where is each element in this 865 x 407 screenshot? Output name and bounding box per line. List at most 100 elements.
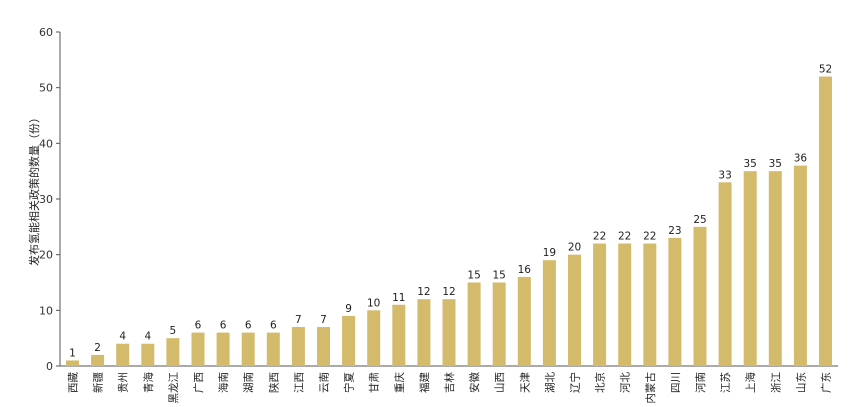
category-label: 湖北 <box>544 372 556 393</box>
bar-value-label: 35 <box>769 158 782 170</box>
bar-value-label: 25 <box>693 214 706 226</box>
y-axis: 0 10 20 30 40 50 60 <box>39 26 838 373</box>
bar <box>116 343 130 366</box>
category-label: 云南 <box>318 372 331 393</box>
category-label: 陕西 <box>267 372 280 393</box>
bar-value-label: 15 <box>467 270 480 282</box>
bar-value-label: 5 <box>170 325 177 337</box>
bar <box>618 243 632 366</box>
bar-value-label: 12 <box>442 286 455 298</box>
bars <box>66 76 832 367</box>
category-label: 河北 <box>620 372 632 393</box>
category-label: 重庆 <box>393 372 406 393</box>
bar <box>417 299 431 366</box>
category-label: 广西 <box>193 372 205 393</box>
bar <box>492 282 506 366</box>
bar-value-label: 2 <box>94 342 101 354</box>
category-label: 上海 <box>744 372 757 393</box>
bar <box>216 332 230 366</box>
bar <box>718 182 732 366</box>
category-label: 吉林 <box>443 372 456 393</box>
bar <box>542 260 556 366</box>
category-label: 青海 <box>142 372 155 393</box>
category-label: 北京 <box>594 372 607 393</box>
bar <box>593 243 607 366</box>
bar <box>342 315 356 366</box>
bar-value-label: 36 <box>794 153 808 165</box>
bar-value-label: 1 <box>69 347 76 359</box>
category-label: 江西 <box>293 372 305 393</box>
y-tick-label: 50 <box>39 82 53 95</box>
category-label: 宁夏 <box>343 372 356 393</box>
category-label: 天津 <box>519 372 531 393</box>
bar <box>693 226 707 366</box>
bar <box>743 171 757 366</box>
bar-value-label: 6 <box>245 320 252 332</box>
bar <box>568 254 581 366</box>
bar-value-label: 12 <box>417 286 430 298</box>
bar-value-label: 19 <box>543 247 556 259</box>
bar-value-label: 15 <box>493 270 506 282</box>
category-label: 山西 <box>494 372 506 393</box>
bar <box>768 171 782 366</box>
bar-value-label: 33 <box>718 169 731 181</box>
bar-value-label: 22 <box>643 231 656 243</box>
y-axis-label: 发布氢能相关政策的数量（份） <box>27 112 41 266</box>
bar <box>392 304 406 366</box>
bar <box>266 332 280 366</box>
bar <box>141 343 155 366</box>
bar-value-label: 9 <box>345 303 352 315</box>
bar-value-label: 10 <box>367 297 380 309</box>
category-label: 广东 <box>820 372 833 393</box>
bar-value-label: 11 <box>392 292 405 304</box>
bar-value-label: 7 <box>320 314 327 326</box>
category-label: 贵州 <box>117 372 130 393</box>
y-tick-label: 30 <box>39 193 53 206</box>
bar <box>819 76 832 367</box>
category-label: 河南 <box>694 372 707 393</box>
bar-value-label: 23 <box>668 225 681 237</box>
y-tick-label: 0 <box>46 360 53 373</box>
bar-value-label: 20 <box>568 242 581 254</box>
bar <box>66 360 79 366</box>
bar-value-label: 6 <box>220 320 227 332</box>
category-label: 浙江 <box>770 372 782 393</box>
bar-value-label: 22 <box>618 231 631 243</box>
bar <box>442 299 456 366</box>
bar-value-label: 7 <box>295 314 302 326</box>
category-label: 山东 <box>794 372 807 393</box>
bar <box>793 165 807 366</box>
bar <box>467 282 481 366</box>
bar-value-label: 4 <box>144 331 151 343</box>
bar-value-label: 22 <box>593 231 606 243</box>
category-label: 新疆 <box>92 372 105 393</box>
category-label: 四川 <box>670 372 682 393</box>
category-label: 海南 <box>217 372 230 393</box>
bar <box>166 338 180 366</box>
bar <box>643 243 657 366</box>
category-label: 甘肃 <box>368 372 381 393</box>
category-label: 安徽 <box>468 372 481 393</box>
bar <box>241 332 255 366</box>
category-label: 西藏 <box>68 372 80 393</box>
bar-value-label: 35 <box>744 158 757 170</box>
bar <box>191 332 205 366</box>
bar-value-label: 6 <box>195 320 202 332</box>
bar <box>291 327 305 366</box>
y-tick-label: 40 <box>39 137 53 150</box>
category-label: 湖南 <box>242 372 255 393</box>
category-label: 江苏 <box>719 372 732 393</box>
bar <box>91 354 105 366</box>
category-label: 内蒙古 <box>644 372 657 404</box>
category-label: 福建 <box>418 372 431 393</box>
bar-value-label: 16 <box>518 264 532 276</box>
y-tick-label: 20 <box>39 249 53 262</box>
bar <box>367 310 381 366</box>
category-label: 黑龙江 <box>167 372 180 404</box>
bar <box>317 327 330 366</box>
y-tick-label: 10 <box>39 304 53 317</box>
bar-value-label: 4 <box>119 331 126 343</box>
bar <box>517 276 531 366</box>
bar <box>668 237 682 366</box>
